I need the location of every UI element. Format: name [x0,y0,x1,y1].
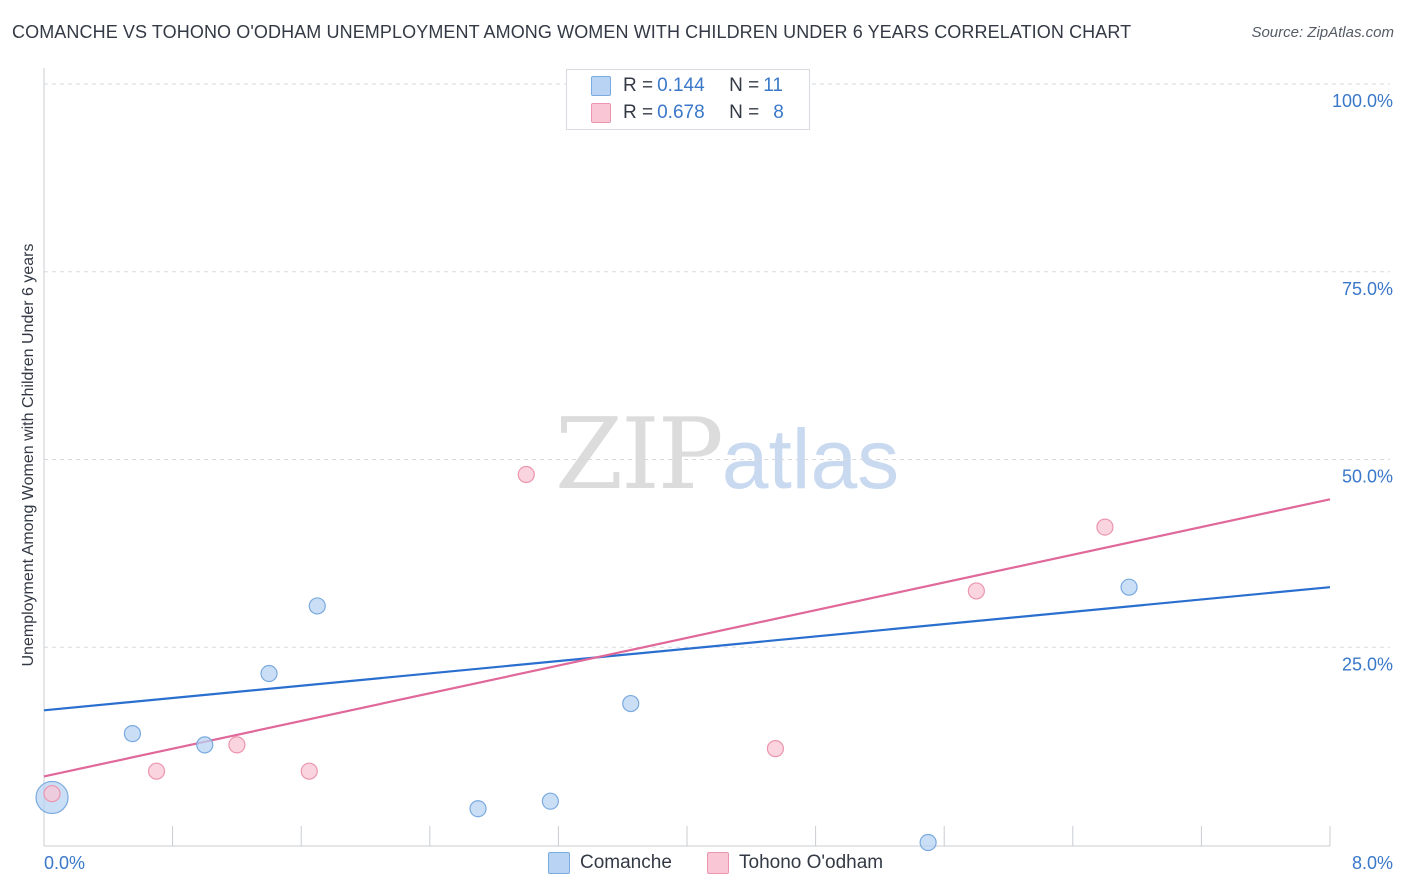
tohono-swatch [591,103,611,123]
comanche-swatch [548,852,570,874]
comanche-point [919,833,937,852]
comanche-point [308,597,326,615]
comanche-point [622,694,640,713]
source-label: Source: ZipAtlas.com [1251,24,1394,41]
stats-legend-row-comanche: R = 0.144 N = 11 [567,73,783,99]
watermark-zip: ZIP [555,398,724,512]
data-points [35,82,1138,852]
axes [43,68,1331,847]
grid-lines [44,83,1390,648]
n-value: 11 [763,75,783,96]
legend-label: Tohono O'odham [739,852,884,873]
y-tick-label: 75.0% [1342,279,1393,299]
y-tick-label: 100.0% [1332,91,1393,111]
n-label: N = [729,102,760,123]
legend-item-comanche[interactable]: Comanche [548,852,672,874]
x-tick-label: 8.0% [1352,853,1393,873]
tohono-point [517,465,535,484]
trend-lines [43,498,1331,778]
tohono-point [147,762,166,780]
comanche-point [541,792,559,810]
n-label: N = [729,75,760,96]
stats-legend-row-tohono: R = 0.678 N = 8 [567,100,784,126]
tohono-point [300,762,318,780]
r-label: R = [623,75,654,96]
comanche-point [260,664,278,683]
r-value: 0.678 [657,102,705,123]
comanche-point [469,800,487,818]
r-value: 0.144 [657,75,705,96]
tick-labels: 100.0% 75.0% 50.0% 25.0% 0.0% 8.0% [44,91,1393,873]
comanche-trend-line [43,586,1331,712]
legend-item-tohono[interactable]: Tohono O'odham [707,852,883,874]
tohono-point [1096,518,1114,536]
x-tick-label: 0.0% [44,853,85,873]
comanche-point [196,736,214,754]
legend-label: Comanche [580,852,672,873]
n-value: 8 [773,102,784,123]
tohono-trend-line [43,498,1331,778]
tohono-point [228,736,246,754]
tohono-point [43,785,61,803]
stats-legend: R = 0.144 N = 11 R = 0.678 N = 8 [566,69,810,130]
tohono-point [766,740,785,758]
y-tick-label: 25.0% [1342,654,1393,674]
r-label: R = [623,102,654,123]
comanche-point [123,725,142,743]
tohono-swatch [707,852,729,874]
y-tick-label: 50.0% [1342,467,1393,487]
series-legend: Comanche Tohono O'odham [0,852,1406,878]
tohono-point [967,582,985,600]
chart-title: COMANCHE VS TOHONO O'ODHAM UNEMPLOYMENT … [12,22,1132,42]
comanche-point [1120,578,1138,596]
comanche-swatch [591,76,611,96]
